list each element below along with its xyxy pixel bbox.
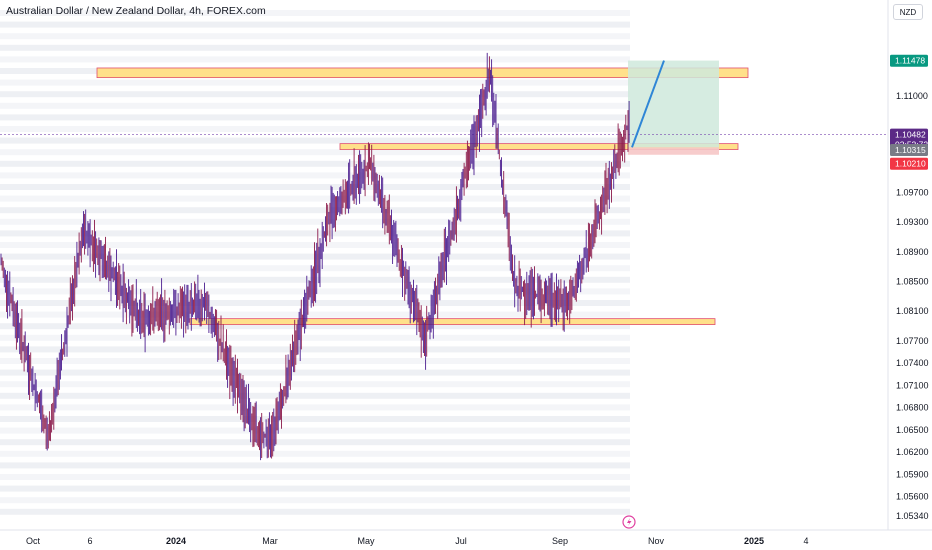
time-tick-label: Jul — [455, 536, 467, 546]
grid-band — [0, 358, 630, 364]
grid-band — [0, 485, 630, 492]
chart-title: Australian Dollar / New Zealand Dollar, … — [6, 5, 266, 17]
grid-band — [0, 288, 630, 295]
grid-band — [0, 474, 630, 480]
price-tick-label: 1.07400 — [896, 358, 929, 368]
grid-band — [0, 323, 630, 330]
grid-band — [0, 346, 630, 353]
grid-band — [0, 300, 630, 306]
time-tick-label: Sep — [552, 536, 568, 546]
price-tick-label: 1.09700 — [896, 188, 929, 198]
grid-band — [0, 416, 630, 422]
grid-band — [0, 253, 630, 260]
support-resistance-zones — [96, 67, 749, 325]
price-badge-label: 1.10315 — [895, 145, 926, 155]
grid-band — [0, 195, 630, 202]
time-tick-label: Oct — [26, 536, 41, 546]
price-tick-label: 1.08100 — [896, 306, 929, 316]
price-tick-label: 1.11000 — [896, 91, 928, 101]
price-tick-label: 1.05900 — [896, 469, 929, 479]
price-tick-label: 1.08900 — [896, 247, 929, 257]
grid-band — [0, 79, 630, 86]
grid-band — [0, 497, 630, 504]
price-tick-label: 1.06800 — [896, 403, 929, 413]
price-tick-label: 1.09300 — [896, 217, 929, 227]
grid-band — [0, 439, 630, 446]
grid-band — [0, 427, 630, 434]
price-candles — [0, 52, 630, 461]
grid-band — [0, 276, 630, 283]
grid-band — [0, 10, 630, 16]
price-tick-label: 1.08500 — [896, 277, 929, 287]
grid-band — [0, 450, 630, 457]
price-badge-label: 1.10482 — [895, 130, 926, 140]
grid-band — [0, 265, 630, 272]
lightning-icon[interactable] — [622, 515, 636, 529]
time-axis[interactable]: Oct 6 2024 Mar May Jul Sep Nov 2025 4 — [26, 536, 809, 546]
grid-band — [0, 311, 630, 318]
zone-rect[interactable] — [339, 143, 739, 150]
grid-band — [0, 207, 630, 214]
grid-band — [0, 381, 630, 388]
price-tick-label: 1.07100 — [896, 380, 929, 390]
price-tick-label: 1.05340 — [896, 511, 929, 521]
long-position-tool[interactable] — [0, 60, 888, 155]
grid-band — [0, 230, 630, 237]
time-tick-label: 4 — [803, 536, 808, 546]
currency-selector[interactable]: NZD — [893, 4, 923, 20]
projection-line[interactable] — [631, 60, 665, 148]
grid-band — [0, 404, 630, 411]
zone-rect[interactable] — [189, 318, 716, 325]
grid-band — [0, 242, 630, 248]
grid-band — [0, 44, 630, 51]
price-badge — [890, 157, 928, 170]
grid-band — [0, 508, 630, 515]
grid-band — [0, 172, 630, 179]
chart-grid — [0, 10, 630, 515]
time-tick-label: Mar — [262, 536, 278, 546]
zone-rect[interactable] — [96, 67, 749, 79]
price-tick-label: 1.06500 — [896, 425, 929, 435]
price-tick-label: 1.06200 — [896, 447, 929, 457]
stop-zone[interactable] — [628, 147, 719, 155]
time-tick-label: Nov — [648, 536, 665, 546]
price-badge-label: 1.11478 — [895, 56, 925, 66]
time-tick-label: 2024 — [166, 536, 186, 546]
time-tick-label: 2025 — [744, 536, 764, 546]
time-tick-label: May — [357, 536, 375, 546]
grid-band — [0, 137, 630, 144]
grid-band — [0, 102, 630, 109]
grid-band — [0, 334, 630, 341]
projection-arrow[interactable] — [631, 60, 665, 148]
price-badge — [890, 143, 928, 156]
price-badge — [890, 54, 928, 67]
grid-band — [0, 160, 630, 167]
grid-band — [0, 91, 630, 98]
price-tick-label: 1.05600 — [896, 492, 929, 502]
price-badge-label: 1.10210 — [895, 159, 926, 169]
grid-band — [0, 21, 630, 28]
grid-band — [0, 392, 630, 399]
grid-band — [0, 218, 630, 225]
grid-band — [0, 126, 630, 132]
grid-band — [0, 114, 630, 121]
price-tick-label: 1.07700 — [896, 336, 929, 346]
grid-band — [0, 184, 630, 190]
price-axis[interactable]: 1.11000 1.09700 1.09300 1.08900 1.08500 1.081… — [896, 91, 929, 521]
grid-band — [0, 149, 630, 156]
target-zone[interactable] — [628, 60, 719, 148]
time-tick-label: 6 — [87, 536, 92, 546]
grid-band — [0, 56, 630, 63]
grid-band — [0, 462, 630, 469]
grid-band — [0, 369, 630, 376]
grid-band — [0, 33, 630, 40]
